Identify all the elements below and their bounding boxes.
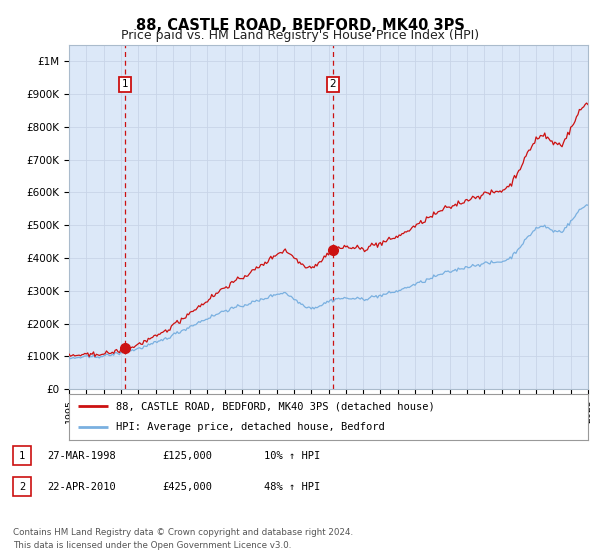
- Text: £425,000: £425,000: [162, 482, 212, 492]
- Text: HPI: Average price, detached house, Bedford: HPI: Average price, detached house, Bedf…: [116, 422, 385, 432]
- Text: 22-APR-2010: 22-APR-2010: [47, 482, 116, 492]
- Text: 27-MAR-1998: 27-MAR-1998: [47, 451, 116, 461]
- Text: £125,000: £125,000: [162, 451, 212, 461]
- Text: Price paid vs. HM Land Registry's House Price Index (HPI): Price paid vs. HM Land Registry's House …: [121, 29, 479, 42]
- Text: 2: 2: [19, 482, 25, 492]
- Text: 48% ↑ HPI: 48% ↑ HPI: [264, 482, 320, 492]
- Text: 1: 1: [19, 451, 25, 461]
- Text: 88, CASTLE ROAD, BEDFORD, MK40 3PS: 88, CASTLE ROAD, BEDFORD, MK40 3PS: [136, 18, 464, 33]
- Text: 88, CASTLE ROAD, BEDFORD, MK40 3PS (detached house): 88, CASTLE ROAD, BEDFORD, MK40 3PS (deta…: [116, 401, 434, 411]
- Text: 2: 2: [329, 79, 336, 89]
- Text: Contains HM Land Registry data © Crown copyright and database right 2024.
This d: Contains HM Land Registry data © Crown c…: [13, 528, 353, 549]
- Text: 1: 1: [122, 79, 128, 89]
- Text: 10% ↑ HPI: 10% ↑ HPI: [264, 451, 320, 461]
